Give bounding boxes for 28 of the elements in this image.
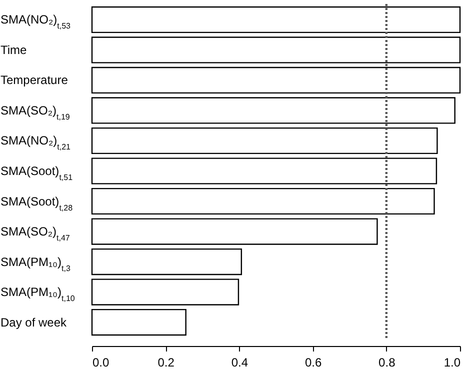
bar bbox=[91, 158, 438, 184]
y-tick-label: SMA(NO₂)$_{t,53}$ bbox=[0, 12, 72, 30]
y-tick-label: SMA(PM₁₀)$_{t,3}$ bbox=[0, 254, 71, 272]
bar bbox=[91, 36, 461, 64]
y-tick-label: SMA(Soot)$_{t,51}$ bbox=[0, 164, 74, 182]
y-tick-label: Temperature bbox=[0, 73, 68, 88]
bar bbox=[91, 188, 435, 215]
bar bbox=[91, 127, 438, 154]
bar bbox=[91, 278, 240, 306]
y-tick-label: SMA(NO₂)$_{t,21}$ bbox=[0, 134, 72, 152]
y-tick-label: SMA(PM₁₀)$_{t,10}$ bbox=[0, 285, 76, 303]
x-tick-label: 0.6 bbox=[304, 356, 322, 370]
bar bbox=[91, 248, 242, 276]
x-tick-label: 0.4 bbox=[231, 356, 248, 370]
bar bbox=[91, 97, 456, 124]
y-tick-label: SMA(Soot)$_{t,28}$ bbox=[0, 194, 74, 212]
bar bbox=[91, 308, 186, 336]
text: 1.0 bbox=[444, 356, 460, 370]
y-tick-label: Day of week bbox=[0, 315, 68, 330]
bar bbox=[91, 66, 461, 94]
bar bbox=[91, 218, 378, 245]
y-tick-label: Time bbox=[0, 42, 28, 57]
bar bbox=[91, 6, 461, 34]
x-tick-label: 0.2 bbox=[158, 356, 175, 370]
y-tick-label: SMA(SO₂)$_{t,47}$ bbox=[0, 224, 70, 242]
y-tick-label: SMA(SO₂)$_{t,19}$ bbox=[0, 103, 70, 121]
x-tick-label: 0.8 bbox=[378, 356, 396, 370]
text: 0.0 bbox=[92, 356, 110, 370]
